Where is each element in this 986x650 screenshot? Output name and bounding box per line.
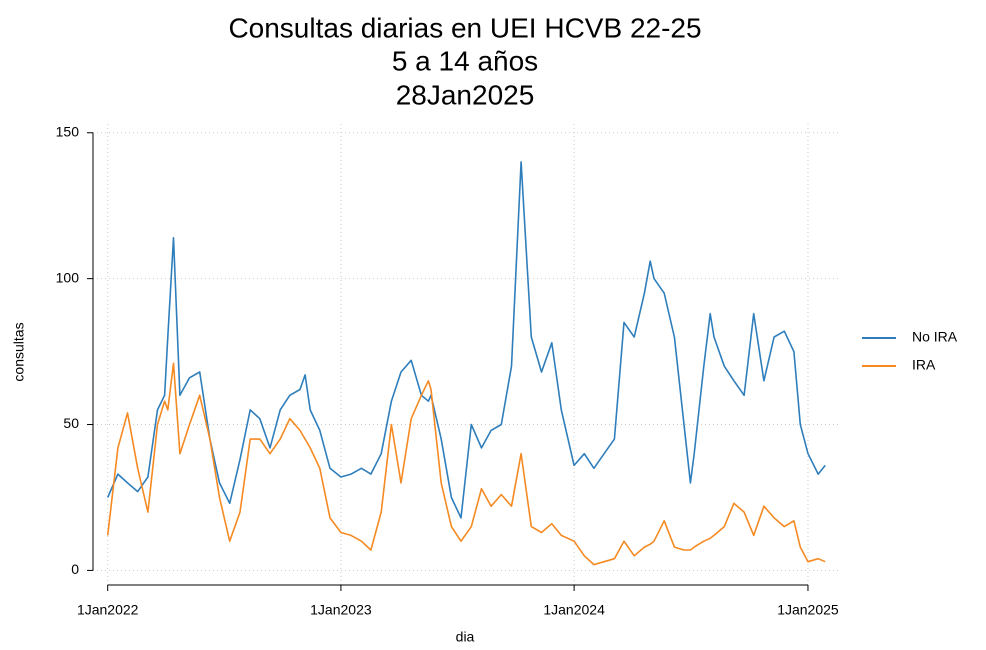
x-tick-label: 1Jan2024 bbox=[543, 602, 605, 618]
line-series bbox=[106, 362, 826, 566]
y-tick-label: 150 bbox=[56, 123, 80, 139]
x-tick-label: 1Jan2023 bbox=[310, 602, 372, 618]
chart-date: 28Jan2025 bbox=[396, 79, 535, 110]
chart-title: Consultas diarias en UEI HCVB 22-25 bbox=[228, 12, 701, 43]
line-series bbox=[106, 161, 826, 519]
x-tick-label: 1Jan2022 bbox=[77, 602, 139, 618]
y-tick-label: 0 bbox=[71, 561, 79, 577]
x-axis-label: dia bbox=[456, 629, 475, 645]
y-axis-label: consultas bbox=[11, 322, 27, 381]
legend-label: No IRA bbox=[912, 329, 958, 345]
y-tick-label: 100 bbox=[56, 269, 80, 285]
legend-label: IRA bbox=[912, 357, 936, 373]
x-tick-label: 1Jan2025 bbox=[777, 602, 839, 618]
y-tick-label: 50 bbox=[63, 415, 79, 431]
chart-subtitle: 5 a 14 años bbox=[392, 45, 538, 76]
